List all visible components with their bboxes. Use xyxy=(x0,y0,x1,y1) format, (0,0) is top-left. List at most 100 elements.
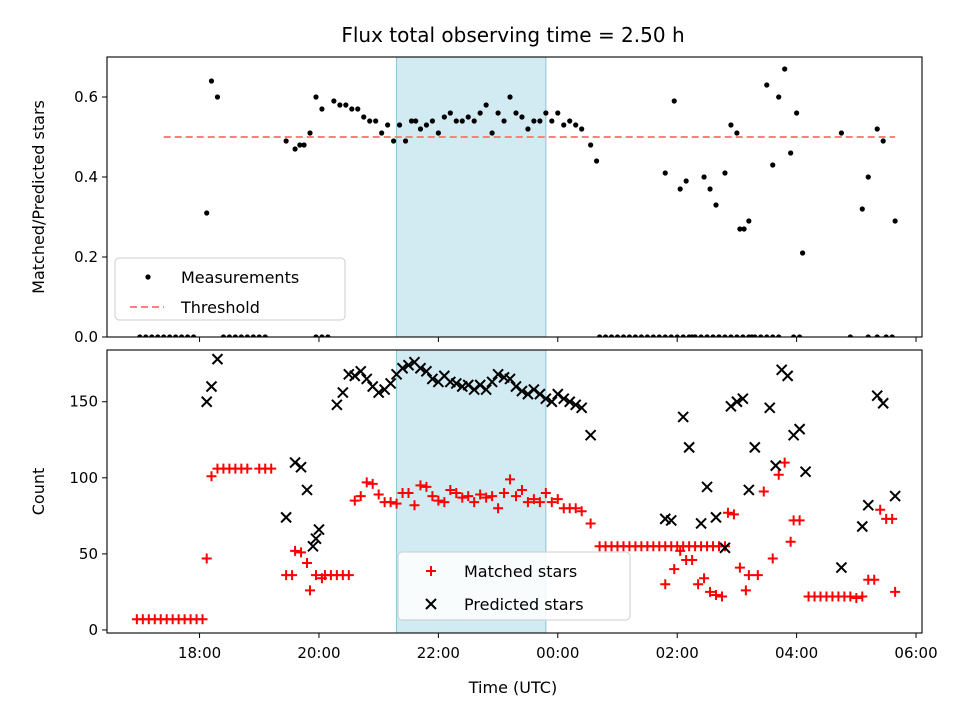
legend-label: Measurements xyxy=(181,268,299,287)
data-point xyxy=(767,553,778,564)
data-point xyxy=(301,484,313,496)
legend-marker xyxy=(425,598,437,610)
data-point xyxy=(799,466,812,478)
data-point xyxy=(770,334,776,337)
data-point xyxy=(660,579,671,590)
data-point xyxy=(722,507,733,518)
data-point xyxy=(693,579,704,590)
data-point xyxy=(887,513,898,524)
data-point xyxy=(469,497,480,508)
data-point xyxy=(290,545,301,556)
data-point xyxy=(875,504,886,515)
data-point xyxy=(349,106,355,112)
data-point xyxy=(632,334,639,337)
data-point xyxy=(687,554,698,565)
data-point xyxy=(892,218,898,224)
y-axis-label: Matched/Predicted stars xyxy=(29,100,48,294)
data-point xyxy=(573,122,579,128)
x-tick-label: 22:00 xyxy=(417,644,460,662)
data-point xyxy=(287,570,298,581)
data-point xyxy=(528,494,539,505)
data-point xyxy=(295,461,307,473)
data-point xyxy=(799,250,806,256)
data-point xyxy=(793,423,806,435)
data-point xyxy=(296,547,307,558)
data-point xyxy=(683,441,695,454)
data-point xyxy=(671,98,677,104)
data-point xyxy=(495,110,501,116)
legend: Measurements Threshold xyxy=(114,257,346,321)
data-point xyxy=(161,334,167,337)
data-point xyxy=(319,106,325,112)
data-point xyxy=(477,110,483,116)
data-point xyxy=(546,396,558,408)
data-point xyxy=(734,130,740,136)
data-point xyxy=(555,110,561,116)
data-point xyxy=(185,334,191,337)
legend-box xyxy=(397,551,631,621)
data-point xyxy=(728,122,734,128)
data-point xyxy=(707,186,713,192)
data-point xyxy=(313,334,319,337)
data-point xyxy=(510,491,521,502)
data-point xyxy=(602,334,609,337)
data-point xyxy=(779,457,790,468)
data-point xyxy=(481,492,492,503)
data-point xyxy=(244,334,250,337)
data-point xyxy=(208,78,215,84)
data-point xyxy=(737,226,743,232)
data-point xyxy=(680,334,686,337)
data-point xyxy=(179,334,185,337)
top-panel-measurements: 0.0 0.2 0.4 0.6 Matched/Predicted stars Measu… xyxy=(29,56,923,346)
data-point xyxy=(713,202,719,208)
data-point xyxy=(250,334,256,337)
data-point xyxy=(791,334,797,337)
data-point xyxy=(862,499,874,511)
data-point xyxy=(877,397,889,409)
data-point xyxy=(420,365,433,378)
data-point xyxy=(331,98,337,104)
data-point xyxy=(486,376,498,388)
data-point xyxy=(869,574,880,585)
data-point xyxy=(662,170,668,176)
data-point xyxy=(385,122,391,128)
data-point xyxy=(704,334,710,337)
y-axis-label: Count xyxy=(29,468,48,516)
data-point xyxy=(874,334,880,337)
legend-label: Matched stars xyxy=(464,562,577,581)
data-point xyxy=(390,138,397,144)
data-point xyxy=(781,370,794,382)
data-point xyxy=(788,150,794,156)
data-point xyxy=(711,589,722,600)
data-point xyxy=(173,334,179,337)
data-point xyxy=(391,498,402,509)
data-point xyxy=(699,573,710,584)
data-point xyxy=(564,396,576,408)
data-point xyxy=(211,353,224,365)
data-point xyxy=(596,334,603,337)
data-point xyxy=(740,334,746,337)
data-point xyxy=(701,174,707,180)
data-point xyxy=(408,118,415,124)
data-point xyxy=(414,362,427,374)
data-point xyxy=(522,497,533,508)
data-point xyxy=(385,497,396,508)
data-point xyxy=(638,334,644,337)
data-point xyxy=(402,138,409,144)
data-point xyxy=(402,359,415,371)
x-tick-label: 04:00 xyxy=(775,644,818,662)
data-point xyxy=(650,334,656,337)
y-tick-label: 0.4 xyxy=(74,168,98,186)
data-point xyxy=(770,162,776,168)
data-point xyxy=(770,459,782,472)
legend-marker xyxy=(426,566,436,576)
data-point xyxy=(883,334,889,337)
data-point xyxy=(731,396,743,408)
data-point xyxy=(746,218,752,224)
data-point xyxy=(367,118,373,124)
data-point xyxy=(669,564,680,575)
series-predicted-stars xyxy=(201,353,901,574)
data-point xyxy=(668,334,674,337)
data-point xyxy=(266,463,277,474)
data-point xyxy=(710,334,716,337)
